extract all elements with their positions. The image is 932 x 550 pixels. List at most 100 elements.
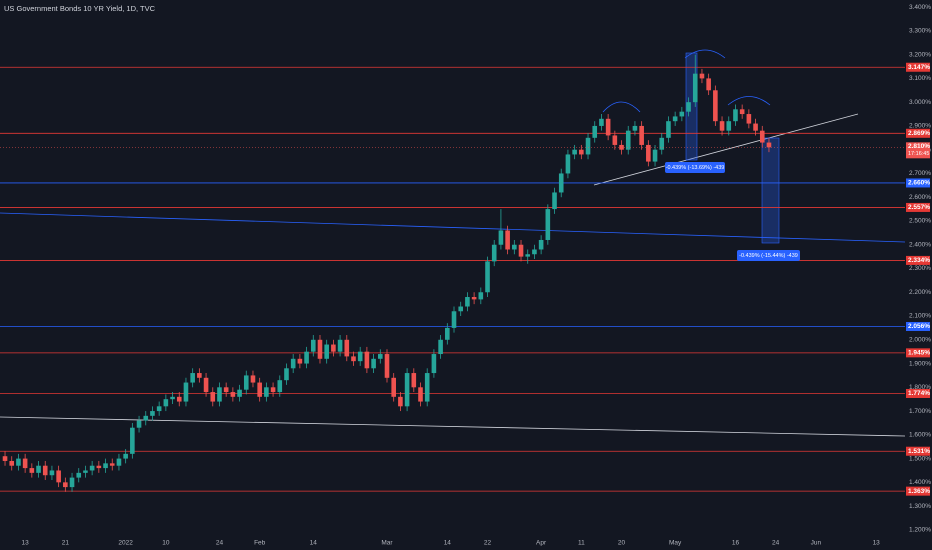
measure-label-box — [665, 162, 725, 173]
candle-body — [9, 460, 15, 466]
x-tick-label: 13 — [873, 540, 881, 547]
candle-body — [525, 254, 531, 257]
candle-body — [76, 472, 82, 478]
candle-body — [518, 244, 524, 257]
chart-title: US Government Bonds 10 YR Yield, 1D, TVC — [4, 4, 156, 13]
candle-body — [324, 344, 329, 359]
level-label: 1.774% — [908, 390, 930, 397]
candle-body — [377, 354, 383, 359]
candle-body — [646, 144, 651, 162]
candle-body — [203, 377, 209, 393]
candle-body — [331, 344, 336, 352]
trend-line — [0, 212, 906, 243]
y-tick-label: 1.400% — [909, 479, 931, 486]
candle-body — [719, 121, 725, 131]
level-label-box — [906, 486, 930, 496]
candle-body — [726, 121, 732, 131]
measure-label-box — [737, 250, 800, 261]
level-label-box — [906, 348, 930, 358]
candle-body — [257, 382, 262, 397]
candle-body — [418, 387, 423, 402]
y-tick-label: 1.300% — [909, 503, 931, 510]
candle-body — [176, 396, 182, 402]
candle-body — [116, 458, 122, 466]
candle-body — [351, 356, 356, 362]
candle-body — [217, 387, 222, 402]
candle-body — [96, 465, 102, 469]
candle-body — [672, 116, 678, 122]
y-tick-label: 1.500% — [909, 455, 931, 462]
candle-body — [384, 354, 390, 378]
level-label: 3.147% — [908, 64, 930, 71]
candle-body — [766, 142, 772, 148]
y-tick-label: 3.100% — [909, 75, 931, 82]
candle-body — [250, 375, 256, 383]
y-tick-label: 2.600% — [909, 194, 931, 201]
candle-body — [545, 209, 551, 240]
candle-body — [532, 249, 537, 255]
candle-body — [713, 90, 718, 122]
candle-body — [243, 375, 249, 390]
level-label: 2.334% — [908, 257, 930, 264]
candle-body — [16, 458, 21, 466]
y-tick-label: 3.300% — [909, 28, 931, 35]
countdown: 17:16:45 — [908, 151, 929, 157]
y-tick-label: 1.600% — [909, 432, 931, 439]
level-label: 2.869% — [908, 130, 930, 137]
candle-body — [344, 339, 350, 357]
candle-body — [297, 358, 303, 364]
candle-body — [706, 78, 711, 91]
candle-body — [612, 135, 618, 145]
candle-body — [679, 111, 685, 117]
candle-body — [599, 118, 604, 126]
trend-line — [0, 416, 906, 437]
candle-body — [445, 327, 450, 340]
level-label-box — [906, 321, 930, 331]
x-tick-label: 14 — [310, 540, 318, 547]
y-tick-label: 1.700% — [909, 408, 931, 415]
level-label: 2.660% — [908, 180, 930, 187]
candle-body — [109, 463, 115, 466]
candle-body — [585, 137, 591, 155]
candle-body — [458, 306, 464, 312]
y-tick-label: 2.200% — [909, 289, 931, 296]
x-tick-label: Jun — [811, 540, 822, 547]
last-price-label: 2.810% — [908, 143, 930, 150]
candle-body — [478, 292, 484, 300]
x-tick-label: 2022 — [118, 540, 133, 547]
level-label-box — [906, 202, 930, 212]
candle-body — [270, 387, 276, 393]
x-tick-label: 24 — [772, 540, 780, 547]
candle-body — [210, 392, 216, 402]
candle-body — [552, 192, 557, 210]
candle-body — [491, 244, 497, 262]
price-axis — [905, 0, 932, 550]
y-tick-label: 3.400% — [909, 4, 931, 11]
candle-body — [69, 477, 75, 488]
candle-body — [89, 465, 95, 471]
y-tick-label: 2.100% — [909, 313, 931, 320]
measure-box — [761, 137, 780, 244]
candle-body — [56, 470, 61, 483]
candle-body — [538, 239, 544, 250]
candle-body — [143, 415, 149, 421]
candle-body — [29, 468, 35, 473]
candle-body — [49, 470, 55, 476]
candle-body — [498, 230, 504, 245]
y-tick-label: 2.400% — [909, 241, 931, 248]
level-label: 1.363% — [908, 488, 930, 495]
candle-body — [592, 125, 598, 138]
candle-body — [163, 399, 169, 407]
x-tick-label: 16 — [732, 540, 740, 547]
x-tick-label: 10 — [162, 540, 170, 547]
candle-body — [2, 456, 8, 461]
x-tick-label: May — [669, 540, 682, 547]
x-tick-label: Mar — [381, 540, 393, 547]
arc — [727, 96, 771, 106]
x-tick-label: Feb — [254, 540, 266, 547]
y-tick-label: 2.700% — [909, 170, 931, 177]
candle-body — [692, 73, 698, 103]
level-label-box — [906, 255, 930, 265]
